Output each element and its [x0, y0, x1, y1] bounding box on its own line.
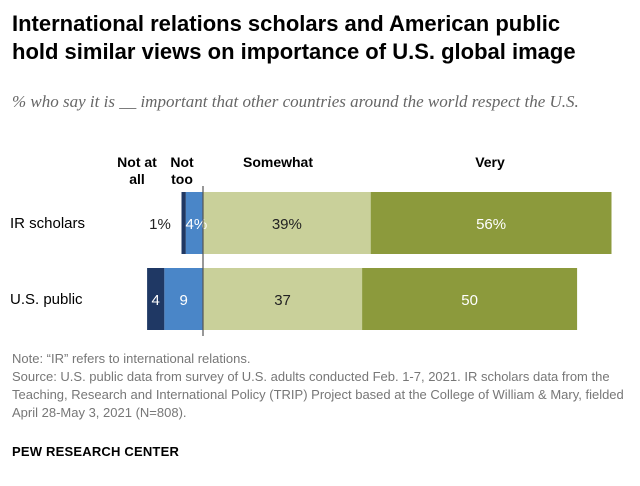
row-label: U.S. public — [10, 291, 83, 308]
bar-segment-not-too — [185, 192, 203, 254]
data-label-somewhat: 39% — [272, 216, 302, 233]
bar-segment-not-at-all — [181, 192, 186, 254]
bar-segment-not-at-all — [147, 268, 165, 330]
bar-segment-somewhat — [203, 268, 363, 330]
chart-subtitle: % who say it is __ important that other … — [12, 92, 579, 111]
title-line-1: International relations scholars and Ame… — [12, 11, 561, 36]
legend-header-not-at-all: Not at all — [117, 154, 157, 187]
data-label-very: 56% — [476, 216, 506, 233]
title-line-2: hold similar views on importance of U.S.… — [12, 39, 576, 64]
note-text: Note: “IR” refers to international relat… — [12, 351, 251, 366]
data-label-very: 50 — [461, 292, 478, 309]
data-label-not-at-all: 1% — [149, 216, 171, 233]
data-label-not-too: 9 — [179, 292, 187, 309]
legend-header-very: Very — [475, 154, 505, 170]
bar-segment-somewhat — [203, 192, 371, 254]
source-text: Source: U.S. public data from survey of … — [12, 369, 624, 420]
bar-segment-very — [362, 268, 578, 330]
data-label-not-too: 4% — [186, 216, 208, 233]
bar-segment-not-too — [164, 268, 203, 330]
bar-segment-very — [370, 192, 612, 254]
row-label: IR scholars — [10, 215, 85, 232]
data-label-somewhat: 37 — [274, 292, 291, 309]
data-label-not-at-all: 4 — [152, 292, 160, 309]
legend-header-not-too: Not too — [170, 154, 194, 187]
chart-title: International relations scholars and Ame… — [12, 10, 632, 66]
pew-logo-text: PEW RESEARCH CENTER — [12, 444, 180, 459]
legend-header-somewhat: Somewhat — [243, 154, 313, 170]
